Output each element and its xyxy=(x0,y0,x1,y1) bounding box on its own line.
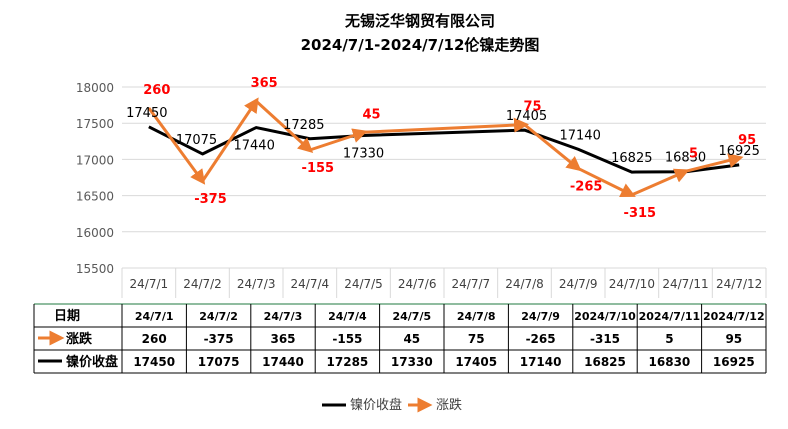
change-series-segment xyxy=(523,123,582,172)
series-layer xyxy=(147,97,744,197)
x-tick-label: 24/7/4 xyxy=(291,277,330,291)
table-value-cell: 260 xyxy=(142,332,167,346)
x-tick-label: 24/7/1 xyxy=(130,277,169,291)
table-value-cell: 17450 xyxy=(133,355,175,369)
x-tick-label: 24/7/10 xyxy=(609,277,655,291)
table-date-cell: 24/7/1 xyxy=(135,310,174,323)
table-value-cell: 16825 xyxy=(584,355,626,369)
y-tick-label: 18000 xyxy=(76,81,114,95)
change-series-segment xyxy=(147,107,206,185)
x-tick-label: 24/7/2 xyxy=(183,277,222,291)
y-tick-label: 16000 xyxy=(76,226,114,240)
table-value-cell: 17075 xyxy=(198,355,240,369)
y-tick-label: 15500 xyxy=(76,262,114,276)
table-value-cell: -375 xyxy=(204,332,234,346)
y-tick-label: 17000 xyxy=(76,153,114,167)
table-date-cell: 24/7/2 xyxy=(199,310,238,323)
change-series-segment xyxy=(685,153,744,173)
y-tick-label: 17500 xyxy=(76,117,114,131)
table-value-cell: 17330 xyxy=(391,355,433,369)
table-date-cell: 24/7/5 xyxy=(392,310,431,323)
price-data-label: 16925 xyxy=(718,144,759,159)
table-row-label: 涨跌 xyxy=(65,331,93,347)
price-data-label: 16825 xyxy=(611,151,652,166)
change-data-label: -315 xyxy=(624,206,657,221)
table-value-cell: 365 xyxy=(270,332,295,346)
axis-layer: 15500 16000 16500 17000 17500 18000 24/7/1 24/7… xyxy=(76,81,767,298)
chart-subtitle: 2024/7/1-2024/7/12伦镍走势图 xyxy=(301,36,540,54)
price-data-label: 17285 xyxy=(283,118,324,133)
table-value-cell: 16830 xyxy=(649,355,691,369)
table-date-cell: 24/7/3 xyxy=(264,310,303,323)
x-tick-label: 24/7/5 xyxy=(344,277,383,291)
x-tick-label: 24/7/7 xyxy=(452,277,491,291)
x-tick-label: 24/7/6 xyxy=(398,277,437,291)
table-value-cell: 17140 xyxy=(520,355,562,369)
table-value-cell: -315 xyxy=(590,332,620,346)
legend: 镍价收盘 涨跌 xyxy=(322,397,462,413)
table-header-label: 日期 xyxy=(54,309,80,324)
table-date-cell: 2024/7/10 xyxy=(574,310,636,323)
table-value-cell: 5 xyxy=(665,332,673,346)
legend-change-label: 涨跌 xyxy=(436,397,462,413)
data-table: 日期 24/7/1 24/7/2 24/7/3 24/7/4 24/7/5 24/7/8 24… xyxy=(33,303,767,374)
change-data-label: 75 xyxy=(523,100,541,115)
change-data-label: 365 xyxy=(251,76,278,91)
change-series-segment xyxy=(255,100,314,154)
x-tick-label: 24/7/8 xyxy=(505,277,544,291)
change-data-label: 5 xyxy=(689,146,698,161)
table-value-cell: 17285 xyxy=(327,355,369,369)
change-data-label: -265 xyxy=(570,179,603,194)
table-value-cell: -155 xyxy=(332,332,362,346)
change-series-segment xyxy=(201,97,259,182)
x-tick-label: 24/7/12 xyxy=(716,277,762,291)
price-data-label: 16830 xyxy=(665,151,706,166)
price-data-label: 17075 xyxy=(176,133,217,148)
change-data-label: 95 xyxy=(738,133,756,148)
chart-title: 无锡泛华钢贸有限公司 xyxy=(344,12,495,30)
table-row-label: 镍价收盘 xyxy=(66,354,118,370)
change-series-segment xyxy=(577,167,636,197)
x-tick-label: 24/7/9 xyxy=(559,277,598,291)
change-data-label: -155 xyxy=(302,161,335,176)
table-value-cell: 16925 xyxy=(713,355,755,369)
table-value-cell: 75 xyxy=(468,332,485,346)
change-data-label: 45 xyxy=(362,107,380,122)
table-value-cell: -265 xyxy=(526,332,556,346)
table-value-cell: 45 xyxy=(403,332,420,346)
price-data-label: 17140 xyxy=(559,128,600,143)
change-series-segment xyxy=(363,117,529,134)
x-tick-label: 24/7/3 xyxy=(237,277,276,291)
legend-price-label: 镍价收盘 xyxy=(350,397,402,413)
change-series-segment xyxy=(631,168,690,197)
table-date-cell: 24/7/9 xyxy=(521,310,560,323)
y-tick-label: 16500 xyxy=(76,190,114,204)
price-data-label: 17450 xyxy=(126,106,167,121)
x-tick-label: 24/7/11 xyxy=(662,277,708,291)
change-series-segment xyxy=(309,128,368,152)
table-value-cell: 95 xyxy=(725,332,742,346)
table-date-cell: 2024/7/12 xyxy=(703,310,765,323)
table-date-cell: 2024/7/11 xyxy=(639,310,701,323)
label-layer: 17450 260 17075 -375 17440 365 17285 -155 17330 4… xyxy=(126,76,760,221)
table-date-cell: 24/7/8 xyxy=(457,310,496,323)
change-data-label: 260 xyxy=(143,83,170,98)
table-date-cell: 24/7/4 xyxy=(328,310,367,323)
price-data-label: 17330 xyxy=(343,147,384,162)
table-value-cell: 17440 xyxy=(262,355,304,369)
price-data-label: 17440 xyxy=(233,139,274,154)
change-data-label: -375 xyxy=(194,192,227,207)
table-value-cell: 17405 xyxy=(455,355,497,369)
price-data-label: 17405 xyxy=(506,109,547,124)
